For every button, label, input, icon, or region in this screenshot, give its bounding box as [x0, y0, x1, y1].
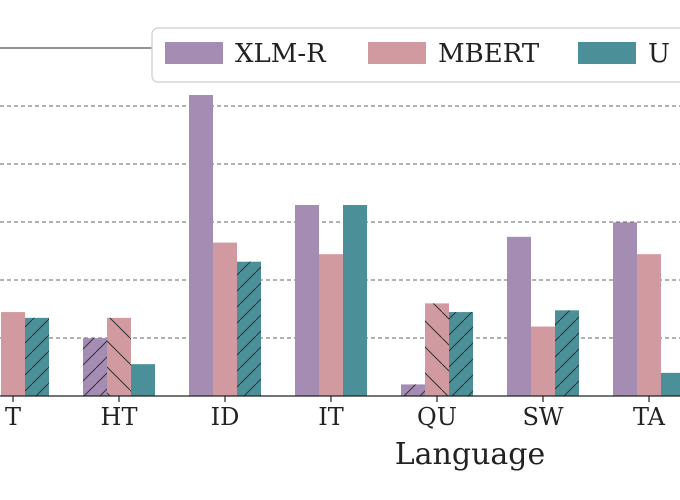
legend-swatch-xlm-r [165, 42, 223, 64]
bar-hatch-u-id [237, 261, 261, 396]
legend-label-xlm-r: XLM-R [235, 39, 327, 69]
bars [1, 95, 680, 396]
x-tick-label-qu: QU [417, 403, 457, 431]
bar-mbert-t [1, 312, 25, 396]
x-tick-label-sw: SW [522, 403, 563, 431]
legend-swatch-mbert [368, 42, 426, 64]
x-axis-label: Language [395, 437, 546, 472]
bar-u-ta [661, 372, 680, 396]
bar-mbert-id [213, 242, 237, 396]
x-tick-label-ta: TA [633, 403, 666, 431]
bar-hatch-u-t [25, 317, 49, 396]
bar-u-ht [131, 364, 155, 396]
bar-hatch-xlm-r-ht [83, 338, 107, 396]
legend-label-u: U [648, 39, 670, 69]
bar-xlm-r-id [189, 95, 213, 396]
bar-xlm-r-ta [613, 222, 637, 396]
bar-u-it [343, 204, 367, 396]
x-ticks: T HT ID IT QU SW TA [5, 396, 666, 431]
x-tick-label-id: ID [211, 403, 240, 431]
x-tick-label-t: T [5, 403, 21, 431]
bar-mbert-it [319, 254, 343, 396]
legend-swatch-u [578, 42, 636, 64]
bar-hatch-u-qu [449, 312, 473, 396]
bar-hatch-mbert-ht [107, 317, 131, 396]
x-tick-label-ht: HT [101, 403, 138, 431]
bar-hatch-mbert-qu [425, 303, 449, 396]
bar-mbert-sw [531, 326, 555, 396]
legend-label-mbert: MBERT [438, 39, 540, 69]
bar-mbert-ta [637, 254, 661, 396]
legend: XLM-R MBERT U [151, 27, 680, 83]
x-tick-label-it: IT [318, 403, 344, 431]
bar-hatch-u-sw [555, 310, 579, 396]
bar-xlm-r-it [295, 204, 319, 396]
bar-xlm-r-sw [507, 236, 531, 396]
bar-hatch-xlm-r-qu [401, 384, 425, 396]
